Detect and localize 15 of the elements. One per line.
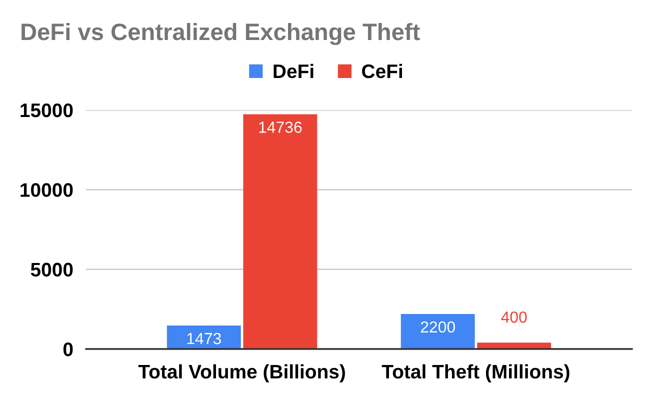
bar — [243, 114, 318, 349]
y-tick-label: 5000 — [30, 262, 73, 277]
x-tick-label: Total Volume (Billions) — [138, 364, 345, 382]
legend-label: CeFi — [362, 64, 402, 78]
data-label: 2200 — [420, 321, 455, 333]
bar — [400, 314, 475, 349]
data-label: 400 — [501, 311, 527, 323]
chart-title: DeFi vs Centralized Exchange Theft — [22, 22, 420, 46]
data-label: 1473 — [187, 332, 221, 344]
y-tick-label: 10000 — [20, 183, 73, 197]
legend-label: DeFi — [274, 64, 314, 78]
y-tick-label: 0 — [63, 342, 73, 356]
y-tick-label: 15000 — [20, 103, 73, 118]
x-tick-label: Total Theft (Millions) — [382, 364, 570, 382]
data-label: 14736 — [259, 122, 302, 133]
